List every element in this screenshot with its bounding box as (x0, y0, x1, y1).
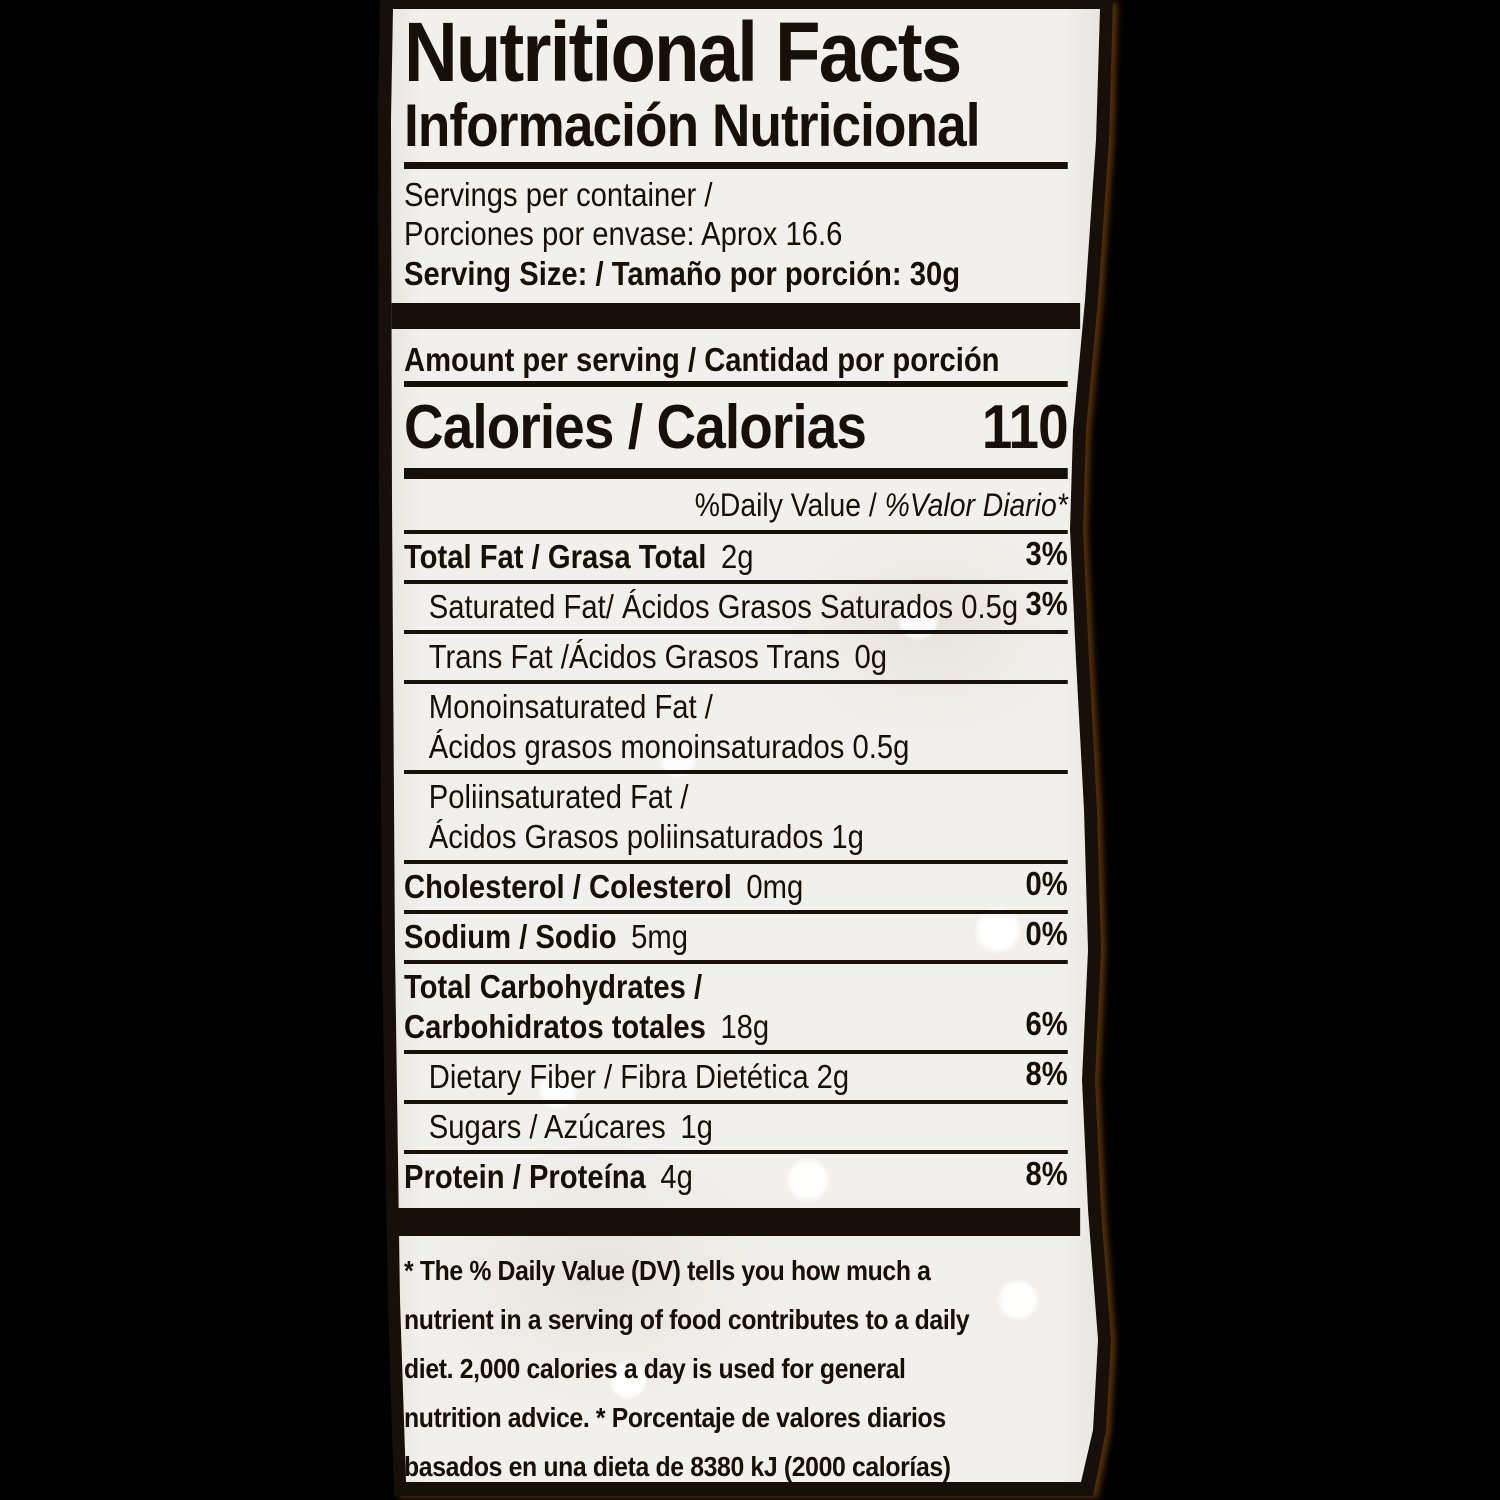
serving-size: Serving Size: / Tamaño por porción: 30g (404, 255, 961, 292)
nutrient-table: Total Fat / Grasa Total 2g 3% Saturated Fa… (404, 534, 1068, 1200)
nutrient-row-line: Sodium / Sodio 5mg (404, 917, 1068, 957)
nutrient-name: Sodium / Sodio (404, 918, 617, 955)
label-title-en: Nutritional Facts (404, 5, 962, 99)
nutrient-value: Ácidos grasos monoinsaturados 0.5g (428, 728, 910, 765)
nutrient-name: Cholesterol / Colesterol (404, 868, 732, 905)
nutrient-row: Dietary Fiber / Fibra Dietética 2g 8% (404, 1054, 1068, 1104)
nutrient-value: 4g (645, 1158, 693, 1195)
calories-label: Calories / Calorias (404, 393, 867, 462)
nutrient-row: Monoinsaturated Fat / Ácidos grasos monoi… (404, 684, 1068, 774)
nutrient-row: Total Carbohydrates / Carbohidratos total… (404, 964, 1068, 1054)
nutrient-row-line: Poliinsaturated Fat / (429, 777, 1068, 817)
daily-value-header-en: %Daily Value / (694, 487, 885, 523)
footnote-line: nutrient in a serving of food contribute… (404, 1304, 970, 1335)
footnote-line: * The % Daily Value (DV) tells you how m… (404, 1255, 931, 1286)
nutrient-row: Sodium / Sodio 5mg 0% (404, 914, 1068, 964)
label-surface (391, 9, 1100, 1482)
daily-value-percent: 0% (1025, 865, 1068, 902)
daily-value-percent: 3% (1025, 585, 1068, 622)
nutrient-value: Saturated Fat/ Ácidos Grasos Saturados 0… (428, 588, 1019, 625)
amount-divider (404, 381, 1068, 387)
nutrient-row-line: Sugars / Azúcares 1g (429, 1107, 1068, 1147)
nutrient-row: Poliinsaturated Fat / Ácidos Grasos polii… (404, 774, 1068, 864)
nutrient-row: Saturated Fat/ Ácidos Grasos Saturados 0… (404, 584, 1068, 634)
nutrient-value: 18g (705, 1008, 770, 1045)
nutrient-value: Sugars / Azúcares 1g (428, 1108, 713, 1145)
calories-row: Calories / Calorias 110 (404, 391, 1069, 465)
nutrient-value: Dietary Fiber / Fibra Dietética 2g (428, 1058, 850, 1095)
nutrient-row-line: Total Fat / Grasa Total 2g (404, 537, 1068, 577)
nutrient-name: Total Fat / Grasa Total (404, 538, 707, 575)
nutrient-row-line: Dietary Fiber / Fibra Dietética 2g (429, 1057, 1068, 1097)
nutrient-row-line: Cholesterol / Colesterol 0mg (404, 867, 1068, 907)
nutrient-row-line: Protein / Proteína 4g (404, 1157, 1068, 1197)
nutrient-row-line: Monoinsaturated Fat / (429, 687, 1068, 727)
nutrient-row: Cholesterol / Colesterol 0mg 0% (404, 864, 1068, 914)
daily-value-percent: 8% (1025, 1055, 1068, 1092)
nutrition-label: Nutritional Facts Información Nutriciona… (378, 0, 1115, 1496)
nutrient-row-line: Saturated Fat/ Ácidos Grasos Saturados 0… (429, 587, 1068, 627)
daily-value-percent: 3% (1025, 535, 1068, 572)
daily-value-header: %Daily Value / %Valor Diario* (404, 482, 1068, 534)
nutrient-row-line: Ácidos grasos monoinsaturados 0.5g (429, 727, 1068, 767)
nutrient-value: Poliinsaturated Fat / (428, 778, 689, 815)
servings-per-container-es: Porciones por envase: Aprox 16.6 (404, 215, 843, 252)
nutrient-value: 2g (706, 538, 754, 575)
nutrient-row: Trans Fat /Ácidos Grasos Trans 0g (404, 634, 1068, 684)
nutrient-name: Carbohidratos totales (404, 1008, 706, 1045)
servings-per-container: Servings per container / (404, 176, 713, 213)
nutrient-value: Trans Fat /Ácidos Grasos Trans 0g (428, 638, 888, 675)
nutrient-row: Protein / Proteína 4g 8% (404, 1154, 1068, 1200)
calories-divider (404, 468, 1068, 479)
nutrient-row-line: Total Carbohydrates / (404, 967, 1068, 1007)
nutrient-value: 0mg (731, 868, 804, 905)
daily-value-percent: 8% (1025, 1155, 1068, 1192)
daily-value-header-es: %Valor Diario* (884, 487, 1068, 523)
footnote-line: basados en una dieta de 8380 kJ (2000 ca… (404, 1451, 951, 1482)
nutrient-value: Ácidos Grasos poliinsaturados 1g (428, 818, 864, 855)
nutrient-name: Total Carbohydrates / (404, 968, 703, 1005)
footnote-divider-bar (391, 1208, 1081, 1236)
title-divider (404, 162, 1068, 169)
nutrient-name: Protein / Proteína (404, 1158, 646, 1195)
label-content: Nutritional Facts Información Nutriciona… (391, 5, 1081, 1491)
footnote-line: nutrition advice. * Porcentaje de valore… (404, 1402, 946, 1433)
section-divider-bar (391, 303, 1081, 329)
daily-value-percent: 0% (1025, 915, 1068, 952)
amount-per-serving: Amount per serving / Cantidad por porció… (404, 341, 1000, 378)
nutrient-row-line: Ácidos Grasos poliinsaturados 1g (429, 817, 1068, 857)
footnote: * The % Daily Value (DV) tells you how m… (404, 1246, 1068, 1491)
daily-value-percent: 6% (1025, 1005, 1068, 1042)
label-title-es: Información Nutricional (404, 92, 980, 159)
calories-value: 110 (981, 393, 1069, 462)
nutrient-value: 5mg (616, 918, 688, 955)
nutrient-row-line: Trans Fat /Ácidos Grasos Trans 0g (429, 637, 1068, 677)
nutrient-row: Sugars / Azúcares 1g (404, 1104, 1068, 1154)
footnote-line: diet. 2,000 calories a day is used for g… (404, 1353, 906, 1384)
label-border: Nutritional Facts Información Nutriciona… (378, 0, 1113, 1496)
nutrient-value: Monoinsaturated Fat / (428, 688, 713, 725)
nutrient-row-line: Carbohidratos totales 18g (404, 1007, 1068, 1047)
nutrient-row: Total Fat / Grasa Total 2g 3% (404, 534, 1068, 584)
